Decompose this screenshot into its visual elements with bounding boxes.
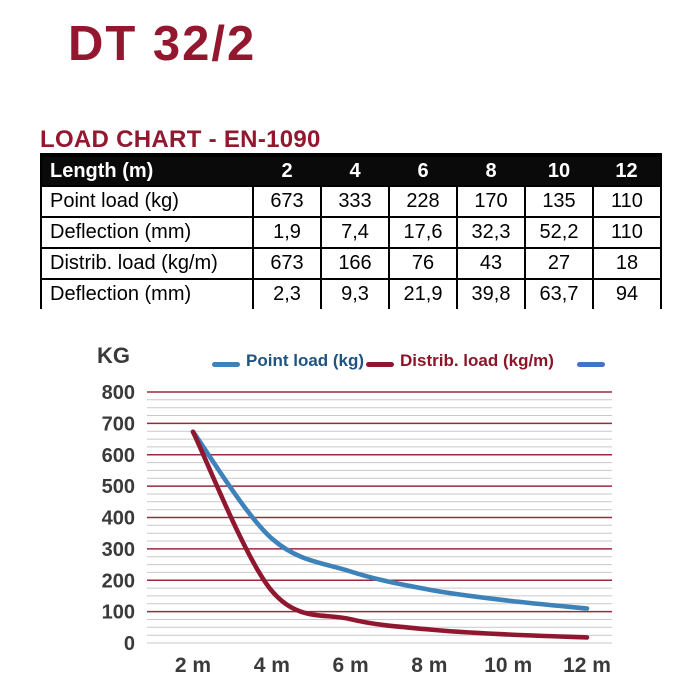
- point-load-line: [190, 429, 590, 611]
- value-cell: 32,3: [456, 216, 526, 249]
- header-length-cell: 8: [457, 155, 525, 186]
- y-tick-label: 400: [102, 508, 135, 530]
- distrib-load-legend-dash-icon: [366, 362, 394, 367]
- value-cell: 94: [592, 278, 662, 309]
- row-label-cell: Point load (kg): [40, 185, 254, 218]
- table-row: Point load (kg) 673 333 228 170 135 110: [40, 185, 662, 218]
- value-cell: 76: [388, 247, 458, 280]
- value-cell: 9,3: [320, 278, 390, 309]
- header-length-cell: 6: [389, 155, 457, 186]
- product-title: DT 32/2: [68, 17, 257, 71]
- x-tick-label: 8 m: [411, 654, 447, 677]
- value-cell: 166: [320, 247, 390, 280]
- value-cell: 110: [592, 216, 662, 249]
- y-tick-label: 800: [102, 382, 135, 404]
- point-load-legend-label: Point load (kg): [246, 351, 365, 370]
- section-heading: LOAD CHART - EN-1090: [40, 126, 321, 153]
- y-tick-label: 100: [102, 602, 135, 624]
- header-length-cell: 2: [253, 155, 321, 186]
- value-cell: 333: [320, 185, 390, 218]
- x-tick-label: 4 m: [254, 654, 290, 677]
- value-cell: 170: [456, 185, 526, 218]
- value-cell: 673: [252, 185, 322, 218]
- value-cell: 135: [524, 185, 594, 218]
- value-cell: 17,6: [388, 216, 458, 249]
- y-tick-label: 700: [102, 413, 135, 435]
- value-cell: 43: [456, 247, 526, 280]
- table-header-row: Length (m) 2 4 6 8 10 12: [41, 155, 661, 186]
- header-label-cell: Length (m): [41, 155, 253, 186]
- y-tick-label: 600: [102, 445, 135, 467]
- value-cell: 21,9: [388, 278, 458, 309]
- distrib-load-legend-label: Distrib. load (kg/m): [400, 351, 554, 370]
- y-tick-label: 300: [102, 539, 135, 561]
- table-row: Deflection (mm) 1,9 7,4 17,6 32,3 52,2 110: [40, 216, 662, 249]
- point-load-legend-dash-icon: [212, 362, 240, 367]
- y-tick-label: 500: [102, 476, 135, 498]
- value-cell: 228: [388, 185, 458, 218]
- header-length-cell: 10: [525, 155, 593, 186]
- value-cell: 1,9: [252, 216, 322, 249]
- row-label-cell: Distrib. load (kg/m): [40, 247, 254, 280]
- value-cell: 673: [252, 247, 322, 280]
- x-tick-label: 2 m: [175, 654, 211, 677]
- y-tick-label: 200: [102, 570, 135, 592]
- value-cell: 63,7: [524, 278, 594, 309]
- value-cell: 39,8: [456, 278, 526, 309]
- value-cell: 27: [524, 247, 594, 280]
- load-chart-table: Length (m) 2 4 6 8 10 12 Point load (kg) 673 333…: [40, 153, 662, 309]
- row-label-cell: Deflection (mm): [40, 216, 254, 249]
- header-length-cell: 12: [593, 155, 661, 186]
- row-label-cell: Deflection (mm): [40, 278, 254, 309]
- table-row: Distrib. load (kg/m) 673 166 76 43 27 18: [40, 247, 662, 280]
- x-tick-label: 10 m: [484, 654, 532, 677]
- value-cell: 52,2: [524, 216, 594, 249]
- x-tick-label: 12 m: [563, 654, 611, 677]
- load-line-chart: 0 100 200 300 400 500 600 700 800 2 m 4 m 6 m 8 m 10 …: [102, 382, 612, 677]
- value-cell: 2,3: [252, 278, 322, 309]
- load-table-header: Length (m) 2 4 6 8 10 12: [41, 155, 661, 186]
- header-length-cell: 4: [321, 155, 389, 186]
- y-tick-label: 0: [124, 633, 135, 655]
- value-cell: 7,4: [320, 216, 390, 249]
- table-row: Deflection (mm) 2,3 9,3 21,9 39,8 63,7 94: [40, 278, 662, 309]
- cropped-legend-dash-icon: [577, 362, 605, 367]
- x-tick-label: 6 m: [333, 654, 369, 677]
- y-axis-unit-label: KG: [97, 343, 130, 368]
- value-cell: 110: [592, 185, 662, 218]
- load-table-body: Point load (kg) 673 333 228 170 135 110 Deflect…: [40, 185, 662, 309]
- distrib-load-line: [190, 429, 590, 640]
- value-cell: 18: [592, 247, 662, 280]
